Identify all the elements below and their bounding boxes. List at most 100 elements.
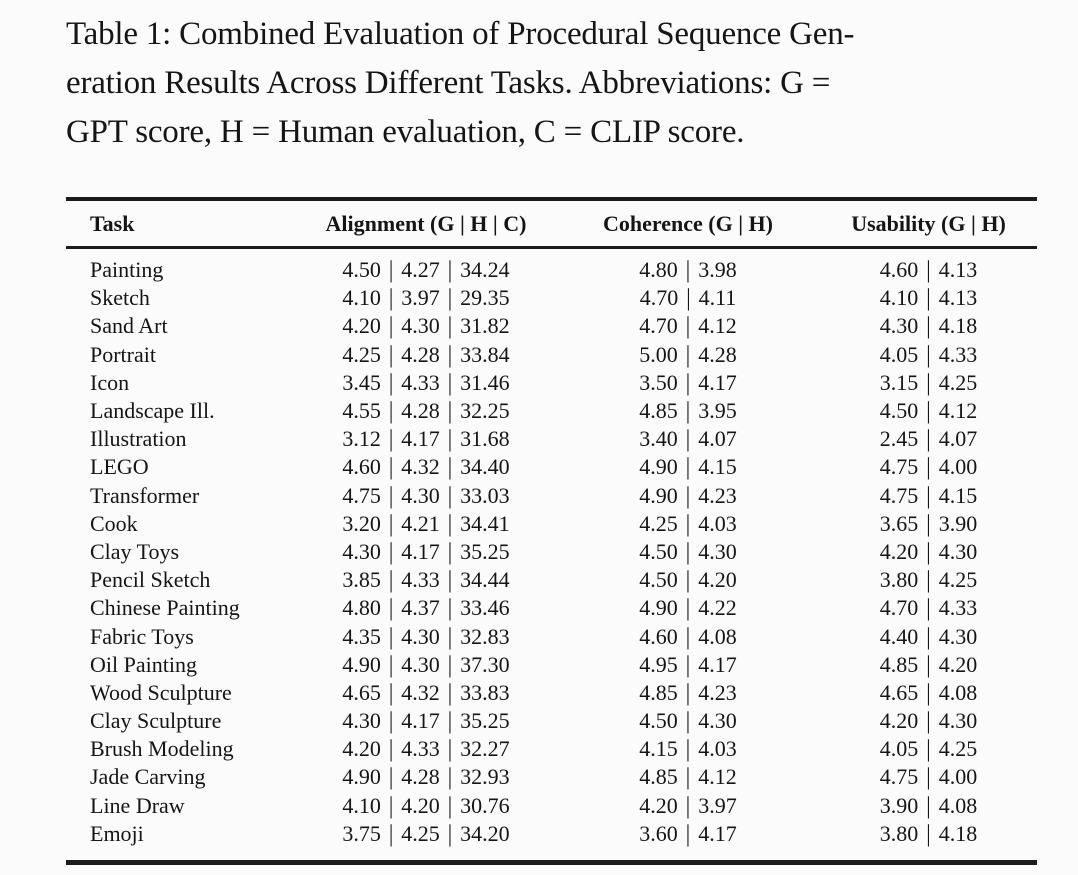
table-row: Fabric Toys 4.35 | 4.30 | 32.83 4.60 | 4.08 4.40 |… xyxy=(66,622,1037,650)
pipe-separator: | xyxy=(388,763,394,791)
score-value: 4.22 xyxy=(698,595,737,621)
alignment-scores: 3.75 | 4.25 | 34.20 xyxy=(296,820,556,847)
table-row: Portrait 4.25 | 4.28 | 33.84 5.00 | 4.28 4.05 | 4.3… xyxy=(66,341,1037,369)
score-value: 4.55 xyxy=(342,398,381,424)
score-value: 4.28 xyxy=(401,398,440,424)
pipe-separator: | xyxy=(685,650,691,678)
score-value: 4.50 xyxy=(639,708,678,734)
pipe-separator: | xyxy=(926,340,931,368)
pipe-separator: | xyxy=(685,622,691,650)
score-value: 3.45 xyxy=(342,369,381,395)
coherence-scores: 4.85 | 3.95 xyxy=(556,397,820,424)
score-value: 33.84 xyxy=(460,341,510,367)
score-value: 4.23 xyxy=(698,679,737,705)
pipe-separator: | xyxy=(388,368,394,396)
task-cell: Sand Art xyxy=(90,313,168,339)
score-value: 4.33 xyxy=(401,567,440,593)
pipe-separator: | xyxy=(926,594,931,622)
task-cell: Transformer xyxy=(90,482,200,508)
score-value: 4.27 xyxy=(401,257,440,283)
score-value: 3.80 xyxy=(879,820,919,846)
pipe-separator: | xyxy=(447,537,453,565)
score-value: 4.33 xyxy=(401,369,440,395)
score-value: 4.32 xyxy=(401,454,440,480)
usability-scores: 4.20 | 4.30 xyxy=(820,538,1037,565)
pipe-separator: | xyxy=(447,509,453,537)
score-value: 4.90 xyxy=(639,482,678,508)
pipe-separator: | xyxy=(388,594,394,622)
score-value: 4.05 xyxy=(879,341,919,367)
column-header-usability: Usability (G | H) xyxy=(851,210,1006,236)
score-value: 4.13 xyxy=(938,257,978,283)
score-value: 4.25 xyxy=(639,510,678,536)
task-cell: Jade Carving xyxy=(90,764,206,790)
score-value: 4.32 xyxy=(401,679,440,705)
alignment-scores: 4.65 | 4.32 | 33.83 xyxy=(296,679,556,706)
score-value: 4.65 xyxy=(879,679,919,705)
pipe-separator: | xyxy=(388,791,394,819)
pipe-separator: | xyxy=(388,256,394,284)
pipe-separator: | xyxy=(685,312,691,340)
table-caption: Table 1: Combined Evaluation of Procedur… xyxy=(66,10,1056,157)
caption-line: GPT score, H = Human evaluation, C = CLI… xyxy=(66,114,745,150)
pipe-separator: | xyxy=(926,453,931,481)
score-value: 3.20 xyxy=(342,510,381,536)
coherence-scores: 4.80 | 3.98 xyxy=(556,256,820,283)
coherence-scores: 4.90 | 4.23 xyxy=(556,482,820,509)
score-value: 4.03 xyxy=(698,510,737,536)
score-value: 4.30 xyxy=(698,538,737,564)
score-value: 4.70 xyxy=(879,595,919,621)
score-value: 4.33 xyxy=(401,736,440,762)
alignment-scores: 3.45 | 4.33 | 31.46 xyxy=(296,368,556,396)
table-bottom-rule xyxy=(66,859,1037,865)
coherence-scores: 3.50 | 4.17 xyxy=(556,369,820,396)
score-value: 4.12 xyxy=(938,398,978,424)
task-cell: Icon xyxy=(90,369,130,395)
score-value: 4.20 xyxy=(342,736,381,762)
score-value: 4.20 xyxy=(698,567,737,593)
pipe-separator: | xyxy=(447,791,453,819)
alignment-scores: 3.12 | 4.17 | 31.68 xyxy=(296,425,556,452)
score-value: 4.23 xyxy=(698,482,737,508)
pipe-separator: | xyxy=(447,735,453,763)
task-cell: LEGO xyxy=(90,454,149,480)
score-value: 4.85 xyxy=(639,398,678,424)
alignment-scores: 4.35 | 4.30 | 32.83 xyxy=(296,622,556,650)
usability-scores: 4.10 | 4.13 xyxy=(820,284,1037,311)
score-value: 4.80 xyxy=(639,257,678,283)
alignment-scores: 4.10 | 3.97 | 29.35 xyxy=(296,284,556,311)
table-row: Clay Toys 4.30 | 4.17 | 35.25 4.50 | 4.30 4.20 | 4.… xyxy=(66,538,1037,566)
score-value: 33.46 xyxy=(460,595,510,621)
score-value: 4.50 xyxy=(879,398,919,424)
alignment-scores: 4.10 | 4.20 | 30.76 xyxy=(296,791,556,819)
score-value: 4.18 xyxy=(938,313,978,339)
pipe-separator: | xyxy=(685,819,691,847)
score-value: 4.70 xyxy=(639,285,679,311)
pipe-separator: | xyxy=(926,566,931,594)
score-value: 4.25 xyxy=(401,820,440,846)
score-value: 32.83 xyxy=(460,623,510,649)
results-table: Task Alignment (G | H | C) Coherence (G | … xyxy=(66,197,1037,865)
alignment-scores: 4.55 | 4.28 | 32.25 xyxy=(296,397,556,424)
score-value: 4.03 xyxy=(698,736,737,762)
score-value: 4.17 xyxy=(401,426,440,452)
score-value: 30.76 xyxy=(460,792,510,818)
score-value: 4.17 xyxy=(401,538,440,564)
score-value: 4.35 xyxy=(342,623,381,649)
score-value: 3.85 xyxy=(342,567,381,593)
table-header-row: Task Alignment (G | H | C) Coherence (G | … xyxy=(66,201,1037,246)
score-value: 4.30 xyxy=(401,651,440,677)
score-value: 3.98 xyxy=(698,257,737,283)
score-value: 3.75 xyxy=(342,820,381,846)
score-value: 4.08 xyxy=(938,679,978,705)
score-value: 29.35 xyxy=(460,285,510,311)
task-cell: Portrait xyxy=(90,341,156,367)
score-value: 4.07 xyxy=(698,426,737,452)
task-cell: Cook xyxy=(90,510,138,536)
table-row: Sand Art 4.20 | 4.30 | 31.82 4.70 | 4.12 4.30 | 4.1… xyxy=(66,312,1037,340)
score-value: 4.60 xyxy=(879,257,919,283)
pipe-separator: | xyxy=(685,425,691,453)
usability-scores: 4.65 | 4.08 xyxy=(820,679,1037,706)
coherence-scores: 5.00 | 4.28 xyxy=(556,341,820,368)
